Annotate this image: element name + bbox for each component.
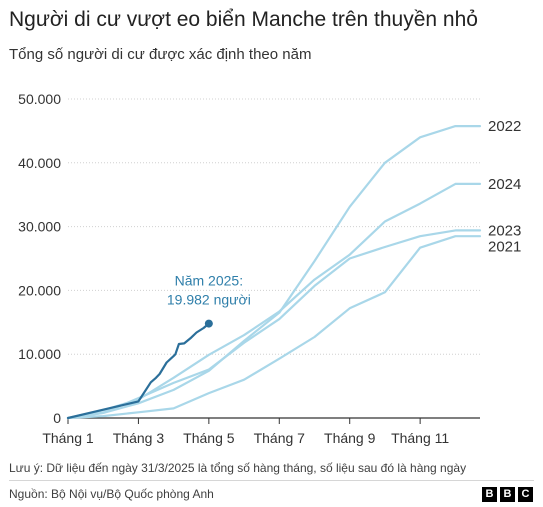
annotation-2025: 19.982 người (167, 292, 251, 308)
logo-letter: B (482, 487, 497, 502)
series-label-2024: 2024 (488, 176, 521, 193)
line-chart: 0 10.000 20.000 30.000 40.000 50.000 Tháng 1 Th… (18, 91, 521, 446)
chart-subtitle: Tổng số người di cư được xác định theo n… (9, 46, 312, 63)
footnote: Lưu ý: Dữ liệu đến ngày 31/3/2025 là tổn… (9, 461, 467, 475)
series-label-2021: 2021 (488, 238, 521, 255)
annotation-2025: Năm 2025: (175, 273, 243, 289)
x-tick-label: Tháng 3 (113, 430, 165, 446)
chart-title: Người di cư vượt eo biển Manche trên thu… (9, 8, 478, 31)
series-line-2025 (66, 322, 210, 420)
series-line-2023 (66, 229, 482, 420)
logo-letter: C (518, 487, 533, 502)
y-tick-label: 10.000 (18, 346, 61, 362)
series-line-2022 (66, 124, 482, 420)
series-label-2023: 2023 (488, 222, 521, 239)
y-tick-label: 30.000 (18, 219, 61, 235)
x-tick-label: Tháng 5 (183, 430, 235, 446)
source-text: Nguồn: Bộ Nội vụ/Bộ Quốc phòng Anh (9, 487, 214, 501)
bbc-logo: B B C (482, 487, 533, 502)
y-tick-label: 50.000 (18, 91, 61, 107)
series-line-2021 (66, 235, 482, 420)
series-line-2024 (66, 182, 482, 420)
series-end-marker-2025 (204, 319, 213, 328)
x-tick-label: Tháng 7 (254, 430, 306, 446)
x-tick-label: Tháng 9 (324, 430, 376, 446)
logo-letter: B (500, 487, 515, 502)
y-tick-label: 0 (53, 410, 61, 426)
y-tick-label: 20.000 (18, 282, 61, 298)
x-tick-label: Tháng 11 (391, 430, 449, 446)
x-tick-label: Tháng 1 (42, 430, 94, 446)
y-tick-label: 40.000 (18, 155, 61, 171)
footer-divider (9, 480, 534, 481)
series-label-2022: 2022 (488, 118, 521, 135)
